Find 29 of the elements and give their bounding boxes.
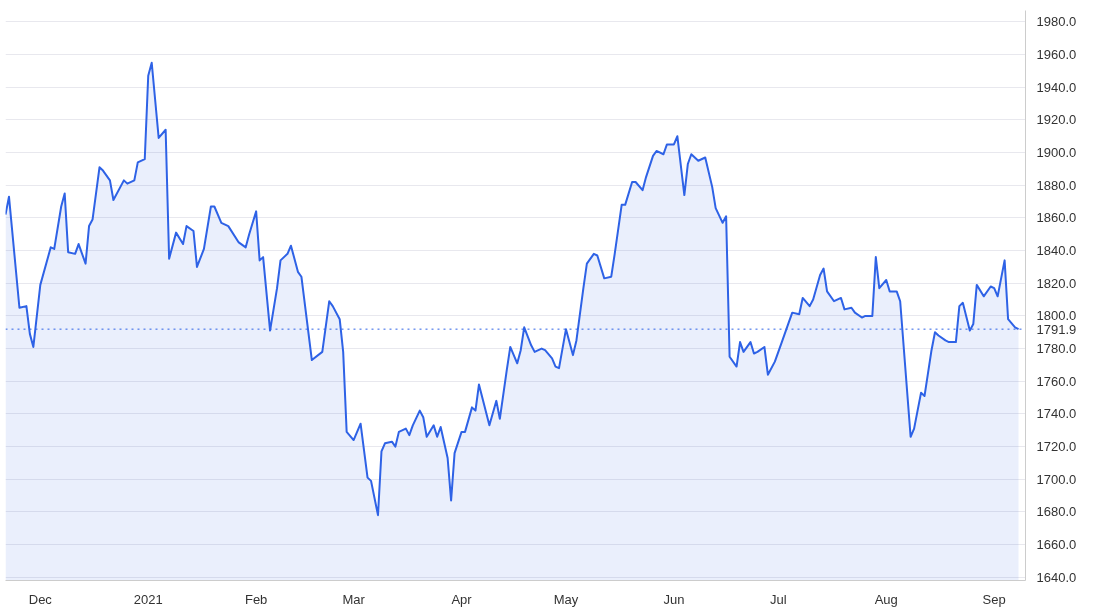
x-tick-label: Jul — [770, 591, 787, 607]
x-tick-label: Jun — [663, 591, 685, 607]
x-tick-label: Aug — [874, 591, 898, 607]
x-tick-label: 2021 — [133, 591, 163, 607]
y-tick-label: 1860.0 — [1036, 210, 1077, 226]
y-tick-label: 1760.0 — [1036, 373, 1077, 389]
x-tick-label: Dec — [28, 591, 53, 607]
x-tick-label: Sep — [982, 591, 1006, 607]
y-tick-label: 1780.0 — [1036, 341, 1077, 357]
y-tick-label: 1820.0 — [1036, 275, 1077, 291]
x-tick-label: Mar — [342, 591, 366, 607]
y-tick-label: 1660.0 — [1036, 537, 1077, 553]
y-tick-label: 1900.0 — [1036, 145, 1077, 161]
x-tick-label: Feb — [244, 591, 268, 607]
ref-line-label: 1791.9 — [1036, 321, 1077, 337]
y-tick-label: 1680.0 — [1036, 504, 1077, 520]
y-tick-label: 1880.0 — [1036, 177, 1077, 193]
y-tick-label: 1980.0 — [1036, 14, 1077, 30]
x-tick-label: May — [553, 591, 579, 607]
y-tick-label: 1800.0 — [1036, 308, 1077, 324]
y-tick-label: 1640.0 — [1036, 569, 1077, 585]
y-tick-label: 1840.0 — [1036, 243, 1077, 259]
y-tick-label: 1940.0 — [1036, 79, 1077, 95]
y-tick-label: 1700.0 — [1036, 471, 1077, 487]
x-tick-label: Apr — [451, 591, 473, 607]
y-tick-label: 1720.0 — [1036, 439, 1077, 455]
y-tick-label: 1920.0 — [1036, 112, 1077, 128]
y-tick-label: 1960.0 — [1036, 47, 1077, 63]
y-tick-label: 1740.0 — [1036, 406, 1077, 422]
